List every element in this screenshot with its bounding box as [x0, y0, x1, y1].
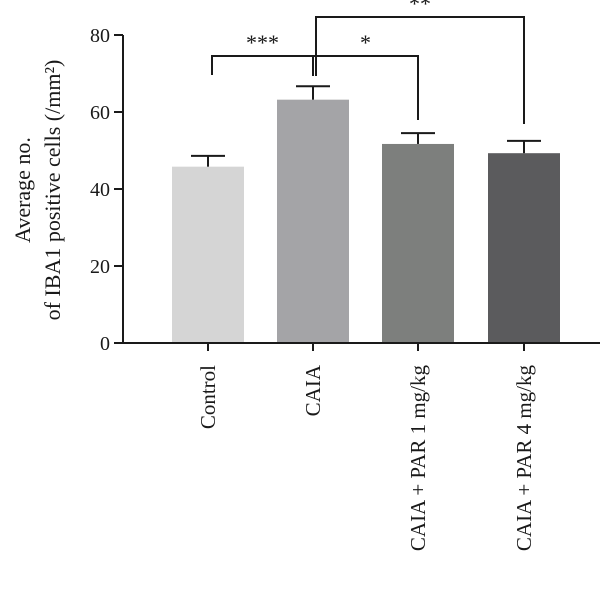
y-axis-label-line2: of IBA1 positive cells (/mm²): [40, 60, 65, 321]
y-tick-label-1: 20: [90, 256, 110, 278]
x-tick-label-2: CAIA: [301, 364, 325, 416]
significance-label-1: ***: [246, 30, 279, 55]
y-tick-label-2: 40: [90, 179, 110, 201]
x-tick-label-1: Control: [196, 365, 220, 429]
significance-label-3: **: [409, 0, 431, 16]
y-axis-label: Average no. of IBA1 positive cells (/mm²…: [10, 60, 65, 321]
significance-brackets: *** ***: [211, 0, 525, 124]
y-axis-label-line1: Average no.: [10, 137, 35, 243]
bars: [172, 99, 560, 344]
x-tick-label-3: CAIA + PAR 1 mg/kg: [406, 365, 430, 552]
bar-3: [382, 143, 454, 343]
error-bars: [191, 85, 541, 167]
x-tick-label-4: CAIA + PAR 4 mg/kg: [512, 365, 536, 552]
y-tick-label-3: 60: [90, 102, 110, 124]
significance-bracket-3: [315, 16, 525, 124]
significance-label-2: *: [360, 30, 371, 55]
x-tick-labels: Control CAIA CAIA + PAR 1 mg/kg CAIA + PAR …: [196, 364, 536, 551]
bar-2: [277, 99, 349, 344]
bar-4: [488, 153, 560, 343]
significance-bracket-2: [313, 55, 419, 120]
y-tick-label-4: 80: [90, 25, 110, 47]
y-tick-label-0: 0: [100, 333, 110, 355]
bar-1: [172, 166, 244, 343]
y-ticks: 0 20 40 60 80: [90, 25, 123, 355]
significance-bracket-1: [211, 55, 314, 76]
